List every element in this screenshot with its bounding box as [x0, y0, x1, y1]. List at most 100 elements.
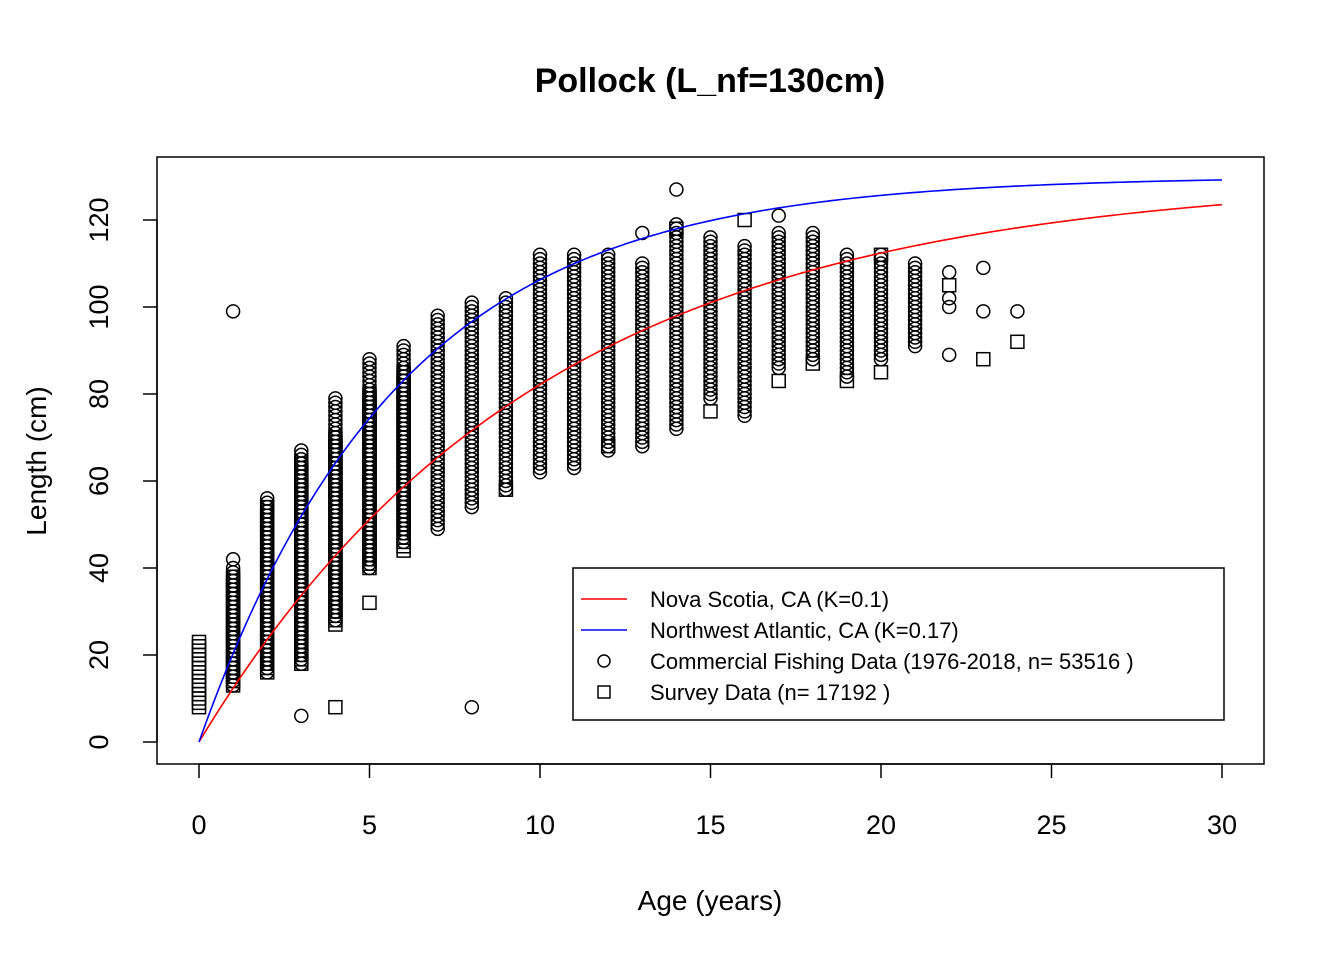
- commercial-point: [532, 247, 548, 263]
- survey-point: [191, 691, 207, 706]
- commercial-point: [737, 243, 752, 258]
- commercial-point: [873, 256, 889, 271]
- x-axis-label: Age (years): [638, 885, 783, 916]
- survey-point: [191, 682, 207, 698]
- commercial-point: [396, 347, 411, 363]
- x-tick-label: 0: [191, 810, 206, 840]
- survey-point: [737, 212, 752, 228]
- x-tick-label: 20: [866, 810, 896, 840]
- y-tick-label: 20: [84, 640, 114, 670]
- survey-point: [328, 699, 343, 715]
- survey-point: [191, 660, 207, 676]
- curve-northwest-atlantic: [198, 179, 1223, 743]
- survey-point: [191, 656, 207, 671]
- commercial-point: [430, 317, 445, 332]
- x-tick-label: 5: [362, 810, 377, 840]
- survey-point: [191, 695, 207, 711]
- commercial-point: [566, 247, 582, 263]
- commercial-point: [362, 351, 377, 367]
- commercial-point: [635, 260, 650, 276]
- commercial-point: [771, 208, 786, 223]
- survey-point: [191, 678, 207, 693]
- commercial-point: [328, 391, 343, 406]
- commercial-point: [225, 304, 241, 319]
- curve-layer: [198, 179, 1223, 743]
- commercial-point: [600, 251, 616, 267]
- y-tick-label: 100: [84, 284, 114, 329]
- commercial-point: [566, 251, 582, 267]
- chart-title: Pollock (L_nf=130cm): [535, 62, 886, 100]
- commercial-point: [737, 247, 752, 263]
- survey-point: [941, 278, 957, 293]
- commercial-point: [703, 230, 718, 245]
- commercial-point: [294, 708, 309, 724]
- survey-point: [191, 647, 207, 663]
- legend-label-commercial: Commercial Fishing Data (1976-2018, n= 5…: [650, 649, 1134, 674]
- legend: Nova Scotia, CA (K=0.1) Northwest Atlant…: [572, 567, 1225, 721]
- survey-point: [873, 365, 889, 380]
- commercial-point: [703, 234, 718, 249]
- survey-point: [191, 652, 207, 667]
- commercial-point: [907, 260, 923, 276]
- commercial-point: [362, 360, 377, 376]
- commercial-point: [1010, 304, 1025, 319]
- y-tick-label: 80: [84, 379, 114, 409]
- x-tick-label: 25: [1036, 810, 1066, 840]
- commercial-point: [635, 256, 650, 271]
- survey-point: [396, 365, 411, 380]
- commercial-point: [805, 234, 821, 249]
- survey-point: [191, 669, 207, 684]
- commercial-point: [464, 295, 480, 310]
- commercial-point: [362, 356, 377, 371]
- commercial-point: [907, 256, 923, 271]
- y-tick-label: 0: [84, 734, 114, 749]
- commercial-point: [600, 256, 616, 271]
- y-tick-label: 40: [84, 553, 114, 583]
- commercial-point: [635, 264, 650, 280]
- commercial-point: [771, 230, 786, 245]
- survey-point: [191, 686, 207, 702]
- commercial-point: [635, 225, 650, 241]
- survey-point: [294, 456, 309, 471]
- survey-point: [805, 356, 821, 371]
- y-axis-label: Length (cm): [21, 386, 52, 535]
- commercial-point: [464, 299, 480, 315]
- curve-nova-scotia: [198, 203, 1223, 743]
- y-tick-label: 60: [84, 466, 114, 496]
- survey-point: [839, 373, 855, 389]
- x-tick-label: 30: [1207, 810, 1237, 840]
- commercial-point: [328, 395, 343, 410]
- survey-point: [191, 639, 207, 654]
- commercial-point: [498, 291, 514, 306]
- legend-label-nova-scotia: Nova Scotia, CA (K=0.1): [650, 587, 889, 612]
- commercial-point: [976, 260, 991, 276]
- survey-point: [976, 351, 991, 367]
- survey-point: [191, 699, 207, 715]
- survey-point: [362, 386, 377, 402]
- commercial-point: [498, 299, 514, 315]
- survey-point: [1010, 334, 1025, 350]
- commercial-point: [976, 304, 991, 319]
- commercial-point: [328, 399, 343, 415]
- commercial-point: [669, 182, 684, 197]
- x-tick-label: 15: [695, 810, 725, 840]
- survey-point: [600, 438, 616, 454]
- legend-label-survey: Survey Data (n= 17192 ): [650, 680, 890, 705]
- commercial-point: [225, 552, 241, 567]
- survey-point: [225, 569, 241, 584]
- commercial-point: [464, 699, 480, 715]
- legend-marker-survey: [597, 685, 611, 699]
- survey-point: [191, 643, 207, 658]
- survey-point: [191, 634, 207, 650]
- y-axis: 0 20 40 60 80 100 120: [84, 197, 158, 750]
- legend-marker-commercial: [597, 654, 611, 668]
- commercial-point: [805, 225, 821, 241]
- survey-point: [328, 430, 343, 445]
- commercial-point: [464, 304, 480, 319]
- commercial-point: [805, 230, 821, 245]
- commercial-point: [600, 247, 616, 263]
- data-layer: [191, 182, 1025, 724]
- commercial-point: [430, 312, 445, 328]
- commercial-point: [737, 238, 752, 254]
